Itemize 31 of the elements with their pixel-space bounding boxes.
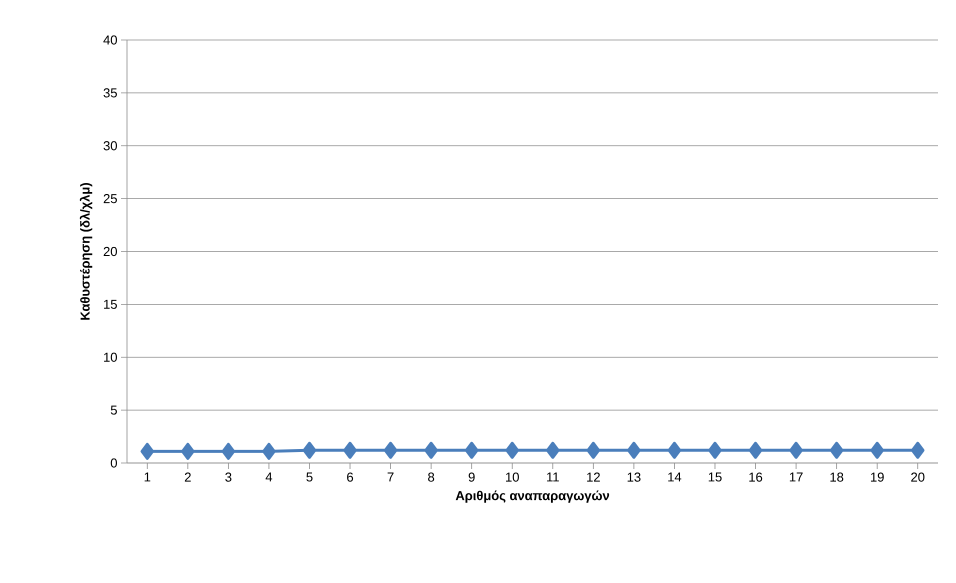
x-tick-label: 16 <box>749 472 762 482</box>
y-tick-label: 20 <box>104 246 117 256</box>
x-tick-label: 6 <box>347 472 354 482</box>
x-tick-label: 15 <box>708 472 722 482</box>
y-tick-label: 35 <box>104 88 117 98</box>
x-tick-label: 20 <box>911 472 924 482</box>
y-axis-title: Καθυστέρηση (δλ/χλμ) <box>80 183 92 320</box>
x-tick-label: 11 <box>547 472 559 482</box>
y-tick-label: 15 <box>104 300 117 309</box>
y-tick-label: 0 <box>110 458 117 468</box>
y-tick-label: 25 <box>104 194 117 204</box>
x-tick-label: 7 <box>388 472 394 482</box>
x-tick-label: 13 <box>628 472 641 482</box>
y-tick-label: 30 <box>104 141 117 150</box>
x-tick-label: 8 <box>428 472 434 482</box>
y-tick-label: 10 <box>104 352 117 362</box>
x-tick-label: 2 <box>184 472 191 482</box>
x-tick-label: 3 <box>225 472 232 482</box>
x-tick-label: 19 <box>870 472 884 482</box>
x-tick-label: 5 <box>306 472 313 482</box>
x-tick-label: 9 <box>468 472 475 482</box>
x-tick-label: 17 <box>790 472 803 482</box>
x-tick-label: 10 <box>506 472 519 482</box>
x-tick-label: 1 <box>144 472 150 482</box>
y-tick-label: 5 <box>110 406 117 415</box>
x-tick-label: 18 <box>830 472 844 482</box>
y-tick-label: 40 <box>103 35 117 45</box>
x-axis-title: Αριθμός αναπαραγωγών <box>456 490 610 503</box>
x-tick-label: 14 <box>668 472 682 482</box>
x-tick-label: 4 <box>266 472 272 482</box>
x-tick-label: 12 <box>587 472 600 482</box>
